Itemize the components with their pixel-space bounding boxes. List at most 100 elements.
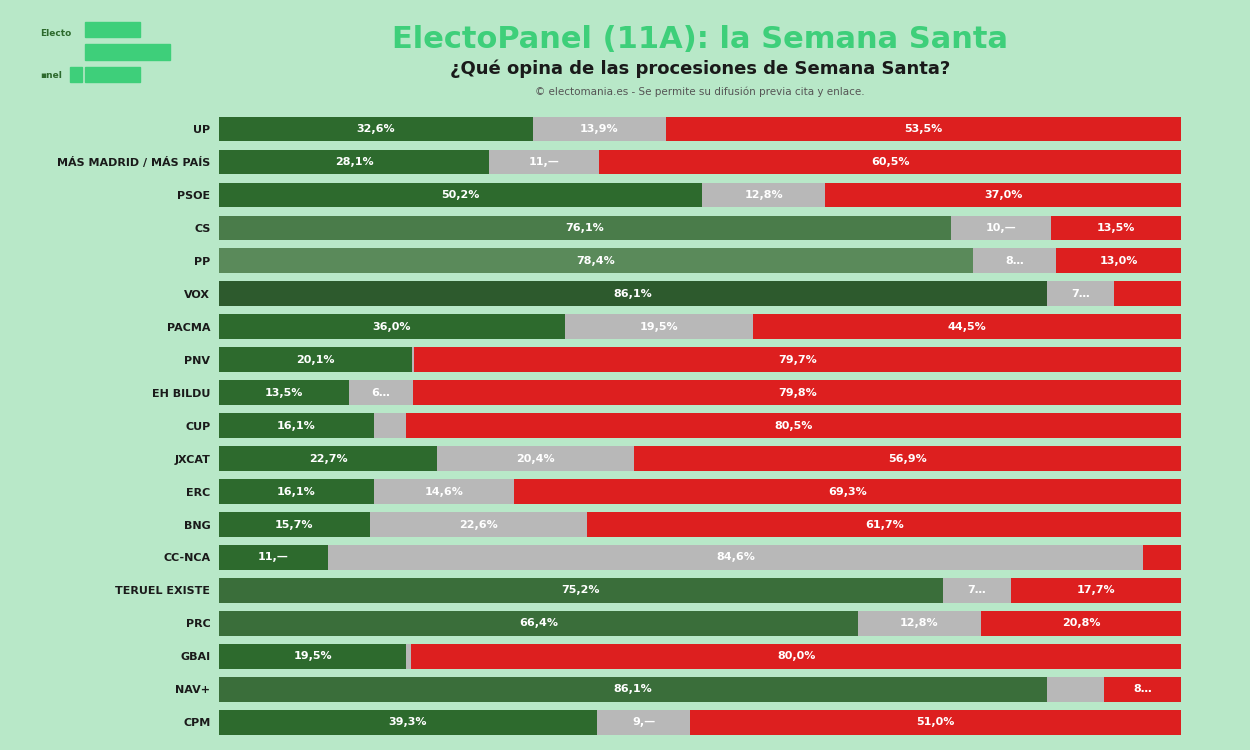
- Text: 79,8%: 79,8%: [778, 388, 816, 398]
- Bar: [438, 446, 634, 471]
- Text: 7…: 7…: [968, 586, 986, 596]
- Text: 60,5%: 60,5%: [871, 157, 909, 167]
- Bar: [219, 611, 858, 636]
- Text: 86,1%: 86,1%: [614, 289, 652, 298]
- Text: 22,6%: 22,6%: [459, 520, 498, 530]
- Bar: [219, 116, 532, 141]
- Text: Electo: Electo: [40, 29, 71, 38]
- Text: 44,5%: 44,5%: [948, 322, 986, 332]
- Text: 80,5%: 80,5%: [775, 421, 812, 430]
- Bar: [219, 446, 438, 471]
- Bar: [370, 512, 588, 537]
- Bar: [858, 611, 981, 636]
- Bar: [1051, 215, 1181, 240]
- Bar: [374, 479, 514, 504]
- Bar: [1048, 281, 1114, 306]
- Text: 12,8%: 12,8%: [744, 190, 782, 200]
- Text: 9,—: 9,—: [632, 717, 655, 728]
- Bar: [974, 248, 1056, 273]
- Text: 6…: 6…: [371, 388, 390, 398]
- Bar: [1056, 248, 1181, 273]
- Text: 14,6%: 14,6%: [425, 487, 464, 496]
- Text: 80,0%: 80,0%: [778, 651, 815, 662]
- Bar: [219, 281, 1048, 306]
- Text: 17,7%: 17,7%: [1076, 586, 1115, 596]
- Text: ¿Qué opina de las procesiones de Semana Santa?: ¿Qué opina de las procesiones de Semana …: [450, 60, 950, 78]
- Bar: [1142, 545, 1181, 570]
- Text: 51,0%: 51,0%: [916, 717, 955, 728]
- Bar: [374, 413, 406, 438]
- Bar: [690, 710, 1181, 735]
- Bar: [752, 314, 1181, 339]
- Bar: [1114, 281, 1181, 306]
- Bar: [634, 446, 1181, 471]
- Text: 16,1%: 16,1%: [276, 421, 315, 430]
- Bar: [411, 644, 1181, 669]
- Bar: [588, 512, 1181, 537]
- Text: 13,5%: 13,5%: [265, 388, 302, 398]
- Bar: [1048, 677, 1104, 702]
- Text: 32,6%: 32,6%: [356, 124, 395, 134]
- Text: 79,7%: 79,7%: [779, 355, 818, 364]
- Bar: [219, 413, 374, 438]
- Text: 19,5%: 19,5%: [294, 651, 333, 662]
- Text: 36,0%: 36,0%: [372, 322, 411, 332]
- Bar: [219, 215, 951, 240]
- Bar: [219, 578, 942, 603]
- Text: 13,0%: 13,0%: [1100, 256, 1138, 266]
- Text: 66,4%: 66,4%: [519, 619, 558, 628]
- Bar: [565, 314, 752, 339]
- Bar: [70, 67, 82, 82]
- Bar: [219, 347, 412, 372]
- Text: 20,1%: 20,1%: [296, 355, 335, 364]
- Bar: [329, 545, 1142, 570]
- Bar: [85, 44, 170, 60]
- Text: 61,7%: 61,7%: [865, 520, 904, 530]
- Bar: [85, 22, 140, 38]
- Bar: [414, 380, 1181, 405]
- Text: 69,3%: 69,3%: [829, 487, 867, 496]
- Bar: [532, 116, 666, 141]
- Bar: [406, 644, 411, 669]
- Bar: [219, 644, 406, 669]
- Text: 12,8%: 12,8%: [900, 619, 939, 628]
- Bar: [219, 545, 329, 570]
- Bar: [825, 182, 1181, 207]
- Bar: [85, 67, 140, 82]
- Bar: [1011, 578, 1181, 603]
- Text: 37,0%: 37,0%: [984, 190, 1022, 200]
- Text: 50,2%: 50,2%: [441, 190, 480, 200]
- Bar: [406, 413, 1181, 438]
- Bar: [666, 116, 1181, 141]
- Bar: [219, 182, 702, 207]
- Text: 20,4%: 20,4%: [516, 454, 555, 464]
- Text: 8…: 8…: [1134, 684, 1152, 694]
- Bar: [219, 677, 1048, 702]
- Bar: [489, 149, 599, 174]
- Text: 20,8%: 20,8%: [1062, 619, 1100, 628]
- Bar: [219, 380, 349, 405]
- Bar: [703, 182, 825, 207]
- Bar: [219, 512, 370, 537]
- Text: 28,1%: 28,1%: [335, 157, 374, 167]
- Text: 7…: 7…: [1071, 289, 1090, 298]
- Text: 78,4%: 78,4%: [576, 256, 615, 266]
- Bar: [219, 314, 565, 339]
- Text: 10,—: 10,—: [986, 223, 1016, 232]
- Text: 8…: 8…: [1005, 256, 1024, 266]
- Text: ▪nel: ▪nel: [40, 71, 62, 80]
- Text: 15,7%: 15,7%: [275, 520, 314, 530]
- Bar: [1104, 677, 1181, 702]
- Text: 22,7%: 22,7%: [309, 454, 348, 464]
- Text: 39,3%: 39,3%: [389, 717, 428, 728]
- Text: 11,—: 11,—: [529, 157, 560, 167]
- Bar: [942, 578, 1011, 603]
- Text: 13,5%: 13,5%: [1098, 223, 1135, 232]
- Text: 11,—: 11,—: [259, 553, 289, 562]
- Text: 84,6%: 84,6%: [716, 553, 755, 562]
- Bar: [219, 710, 598, 735]
- Text: 19,5%: 19,5%: [640, 322, 679, 332]
- Text: 53,5%: 53,5%: [905, 124, 942, 134]
- Bar: [599, 149, 1181, 174]
- Bar: [219, 248, 974, 273]
